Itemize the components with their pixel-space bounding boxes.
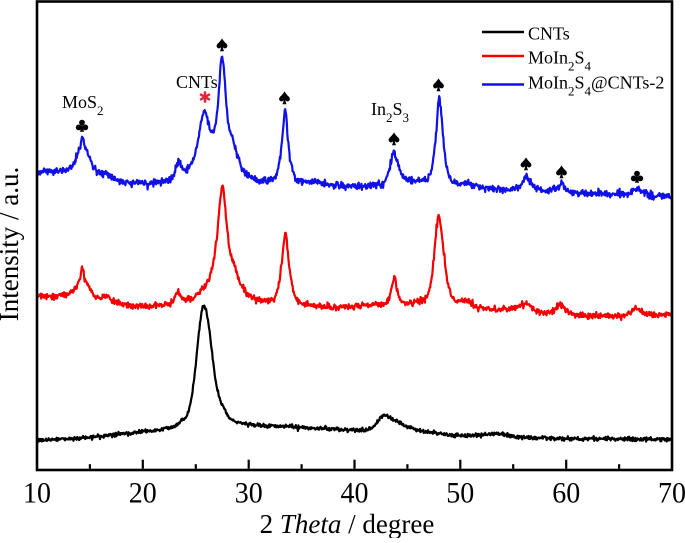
svg-text:CNTs: CNTs: [176, 72, 218, 92]
svg-text:50: 50: [446, 477, 474, 510]
svg-text:30: 30: [235, 477, 263, 510]
svg-text:10: 10: [23, 477, 51, 510]
svg-text:CNTs: CNTs: [528, 24, 570, 44]
svg-text:20: 20: [129, 477, 157, 510]
svg-text:Intensity / a.u.: Intensity / a.u.: [0, 167, 24, 321]
svg-text:60: 60: [552, 477, 580, 510]
svg-text:40: 40: [341, 477, 369, 510]
svg-text:70: 70: [658, 477, 685, 510]
svg-text:2 Theta / degree: 2 Theta / degree: [260, 509, 435, 538]
